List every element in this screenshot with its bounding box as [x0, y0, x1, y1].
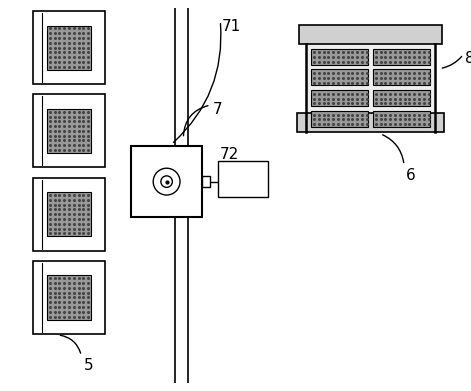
Bar — [373, 48, 430, 65]
Text: 7: 7 — [212, 102, 222, 117]
Text: 6: 6 — [406, 168, 416, 183]
Bar — [311, 69, 368, 85]
Bar — [32, 178, 106, 251]
Bar — [307, 44, 435, 132]
Text: 8: 8 — [465, 51, 471, 66]
Bar — [47, 109, 91, 153]
Bar — [47, 275, 91, 319]
Bar — [202, 176, 210, 187]
Text: 5: 5 — [84, 358, 94, 373]
Bar — [32, 11, 106, 84]
Bar — [47, 192, 91, 236]
Bar — [32, 261, 106, 334]
Bar — [297, 113, 444, 132]
Bar — [32, 95, 106, 167]
Bar — [138, 153, 195, 210]
Bar — [47, 25, 91, 70]
Bar — [299, 25, 442, 44]
Bar — [219, 161, 268, 197]
Bar — [373, 90, 430, 106]
Bar — [311, 90, 368, 106]
Bar — [373, 69, 430, 85]
Bar — [311, 48, 368, 65]
Bar — [373, 111, 430, 127]
Bar — [131, 146, 202, 217]
Bar — [220, 163, 266, 195]
Text: 71: 71 — [222, 19, 242, 34]
Text: 72: 72 — [220, 147, 239, 162]
Bar — [311, 111, 368, 127]
